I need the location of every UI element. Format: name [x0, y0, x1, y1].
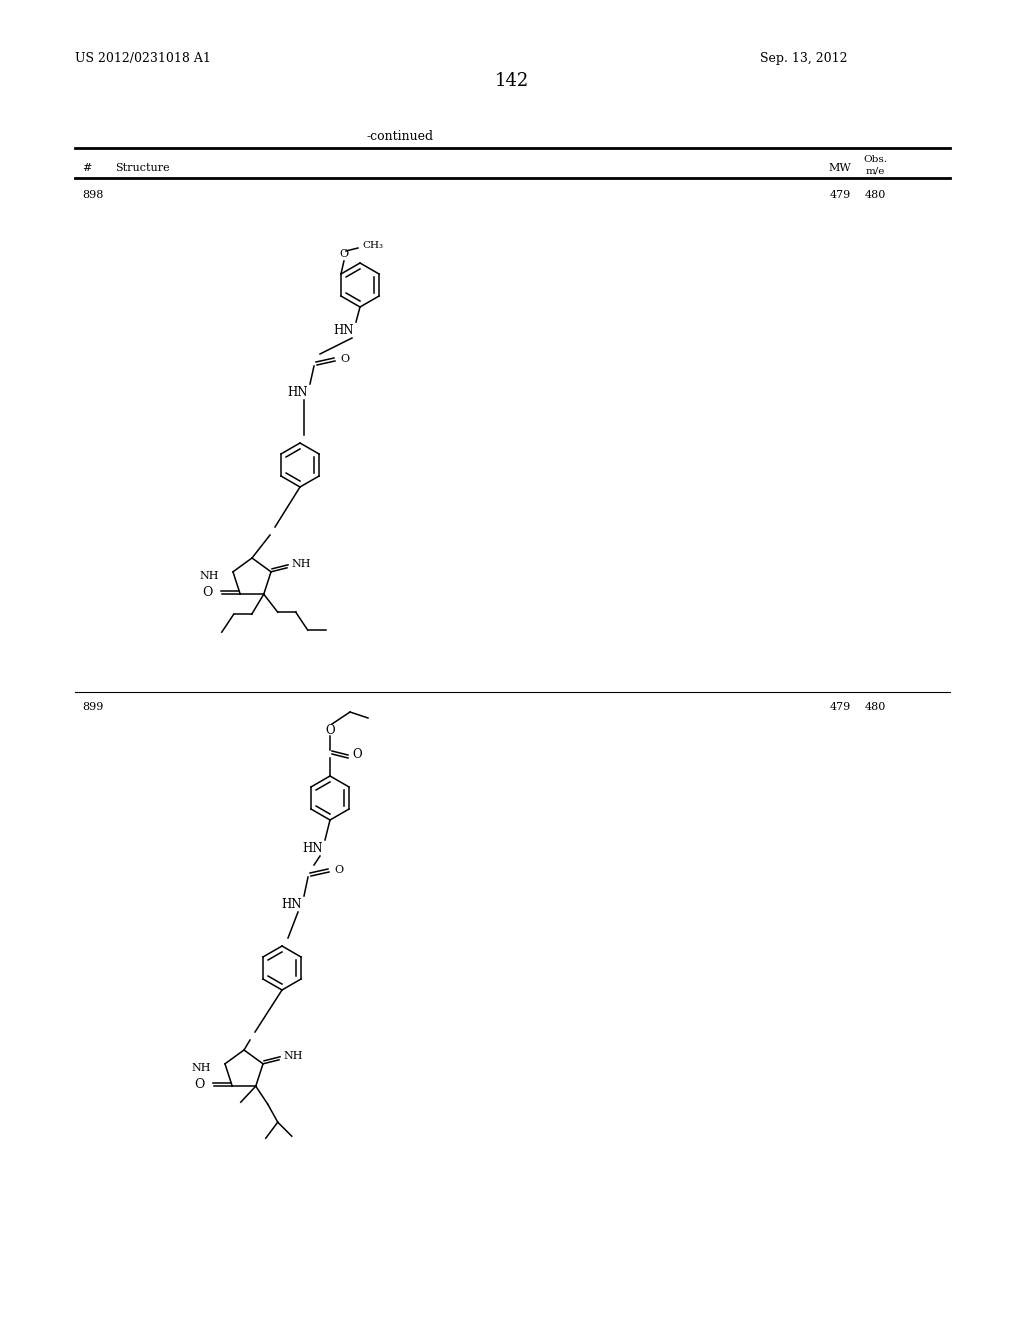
Text: NH: NH: [291, 558, 310, 569]
Text: O: O: [340, 354, 349, 364]
Text: 142: 142: [495, 73, 529, 90]
Text: 480: 480: [864, 190, 886, 201]
Text: O: O: [326, 723, 335, 737]
Text: NH: NH: [283, 1051, 302, 1061]
Text: MW: MW: [828, 162, 851, 173]
Text: #: #: [82, 162, 91, 173]
Text: HN: HN: [282, 898, 302, 911]
Text: O: O: [339, 249, 348, 259]
Text: -continued: -continued: [367, 129, 433, 143]
Text: O: O: [194, 1077, 204, 1090]
Text: HN: HN: [288, 387, 308, 400]
Text: 479: 479: [829, 702, 851, 711]
Text: O: O: [352, 747, 361, 760]
Text: Structure: Structure: [115, 162, 170, 173]
Text: 898: 898: [82, 190, 103, 201]
Text: NH: NH: [200, 570, 219, 581]
Text: HN: HN: [302, 842, 323, 854]
Text: O: O: [334, 865, 343, 875]
Text: US 2012/0231018 A1: US 2012/0231018 A1: [75, 51, 211, 65]
Text: 899: 899: [82, 702, 103, 711]
Text: NH: NH: [191, 1063, 211, 1073]
Text: Sep. 13, 2012: Sep. 13, 2012: [760, 51, 848, 65]
Text: O: O: [202, 586, 212, 599]
Text: HN: HN: [334, 323, 354, 337]
Text: 480: 480: [864, 702, 886, 711]
Text: Obs.: Obs.: [863, 154, 887, 164]
Text: CH₃: CH₃: [361, 242, 383, 251]
Text: 479: 479: [829, 190, 851, 201]
Text: m/e: m/e: [865, 166, 885, 176]
